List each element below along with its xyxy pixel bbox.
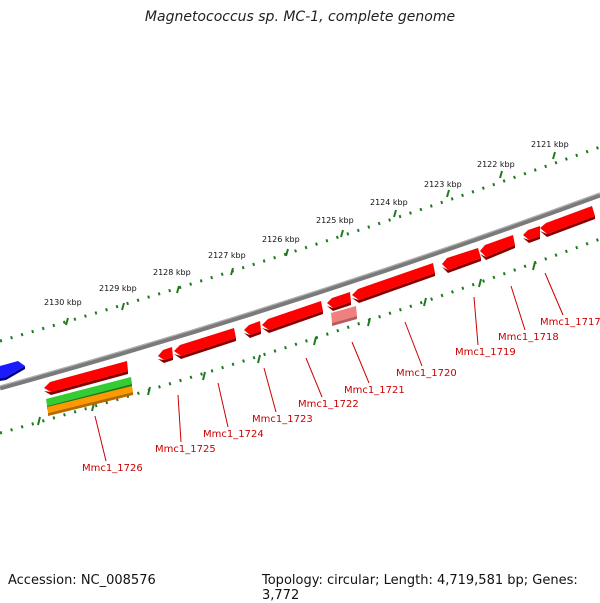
gene-label-mmc1-1717: Mmc1_1717 [540, 317, 600, 328]
gene-mmc1-1724[interactable] [174, 328, 236, 359]
gene-mmc1-1718[interactable] [480, 235, 515, 260]
genome-backbone [0, 192, 600, 391]
gene-mmc1-1717-b[interactable] [540, 206, 595, 237]
forward-gene[interactable] [0, 361, 25, 381]
kbp-label-2124: 2124 kbp [370, 198, 408, 207]
gene-mmc1-1720[interactable] [352, 263, 435, 303]
kbp-label-2121: 2121 kbp [531, 140, 569, 149]
gene-label-mmc1-1719: Mmc1_1719 [455, 347, 516, 358]
kbp-label-2129: 2129 kbp [99, 284, 137, 293]
gene-label-mmc1-1722: Mmc1_1722 [298, 399, 359, 410]
kbp-label-2127: 2127 kbp [208, 251, 246, 260]
kbp-label-2122: 2122 kbp [477, 160, 515, 169]
gene-mmc1-1726[interactable] [44, 361, 128, 395]
gene-mmc1-1725[interactable] [158, 347, 173, 363]
gene-label-mmc1-1721: Mmc1_1721 [344, 385, 405, 396]
orange-feature[interactable] [47, 386, 133, 416]
kbp-label-2128: 2128 kbp [153, 268, 191, 277]
map-title: Magnetococcus sp. MC-1, complete genome [144, 9, 456, 25]
kbp-label-2130: 2130 kbp [44, 298, 82, 307]
gene-mmc1-1719[interactable] [442, 248, 481, 273]
gene-mmc1-1717-a[interactable] [523, 226, 540, 243]
gene-mmc1-1722[interactable] [262, 301, 323, 333]
accession-text: Accession: NC_008576 [8, 573, 156, 588]
topology-text: Topology: circular; Length: 4,719,581 bp… [262, 573, 578, 603]
faded-feature[interactable] [331, 306, 357, 326]
outer-major-ticks [65, 151, 556, 326]
gene-mmc1-1723[interactable] [244, 321, 261, 338]
gene-mmc1-1721[interactable] [327, 292, 351, 311]
inner-ruler-track [0, 237, 600, 435]
gene-label-mmc1-1720: Mmc1_1720 [396, 368, 457, 379]
kbp-label-2126: 2126 kbp [262, 235, 300, 244]
kbp-label-2125: 2125 kbp [316, 216, 354, 225]
gene-label-mmc1-1726: Mmc1_1726 [82, 463, 143, 474]
inner-major-ticks [37, 261, 536, 426]
label-leader-lines [94, 272, 564, 462]
genome-backbone-highlight [0, 192, 600, 387]
kbp-label-2123: 2123 kbp [424, 180, 462, 189]
gene-label-mmc1-1725: Mmc1_1725 [155, 444, 216, 455]
outer-ruler-track [0, 145, 600, 343]
gene-label-mmc1-1724: Mmc1_1724 [203, 429, 264, 440]
gene-label-mmc1-1718: Mmc1_1718 [498, 332, 559, 343]
gene-label-mmc1-1723: Mmc1_1723 [252, 414, 313, 425]
